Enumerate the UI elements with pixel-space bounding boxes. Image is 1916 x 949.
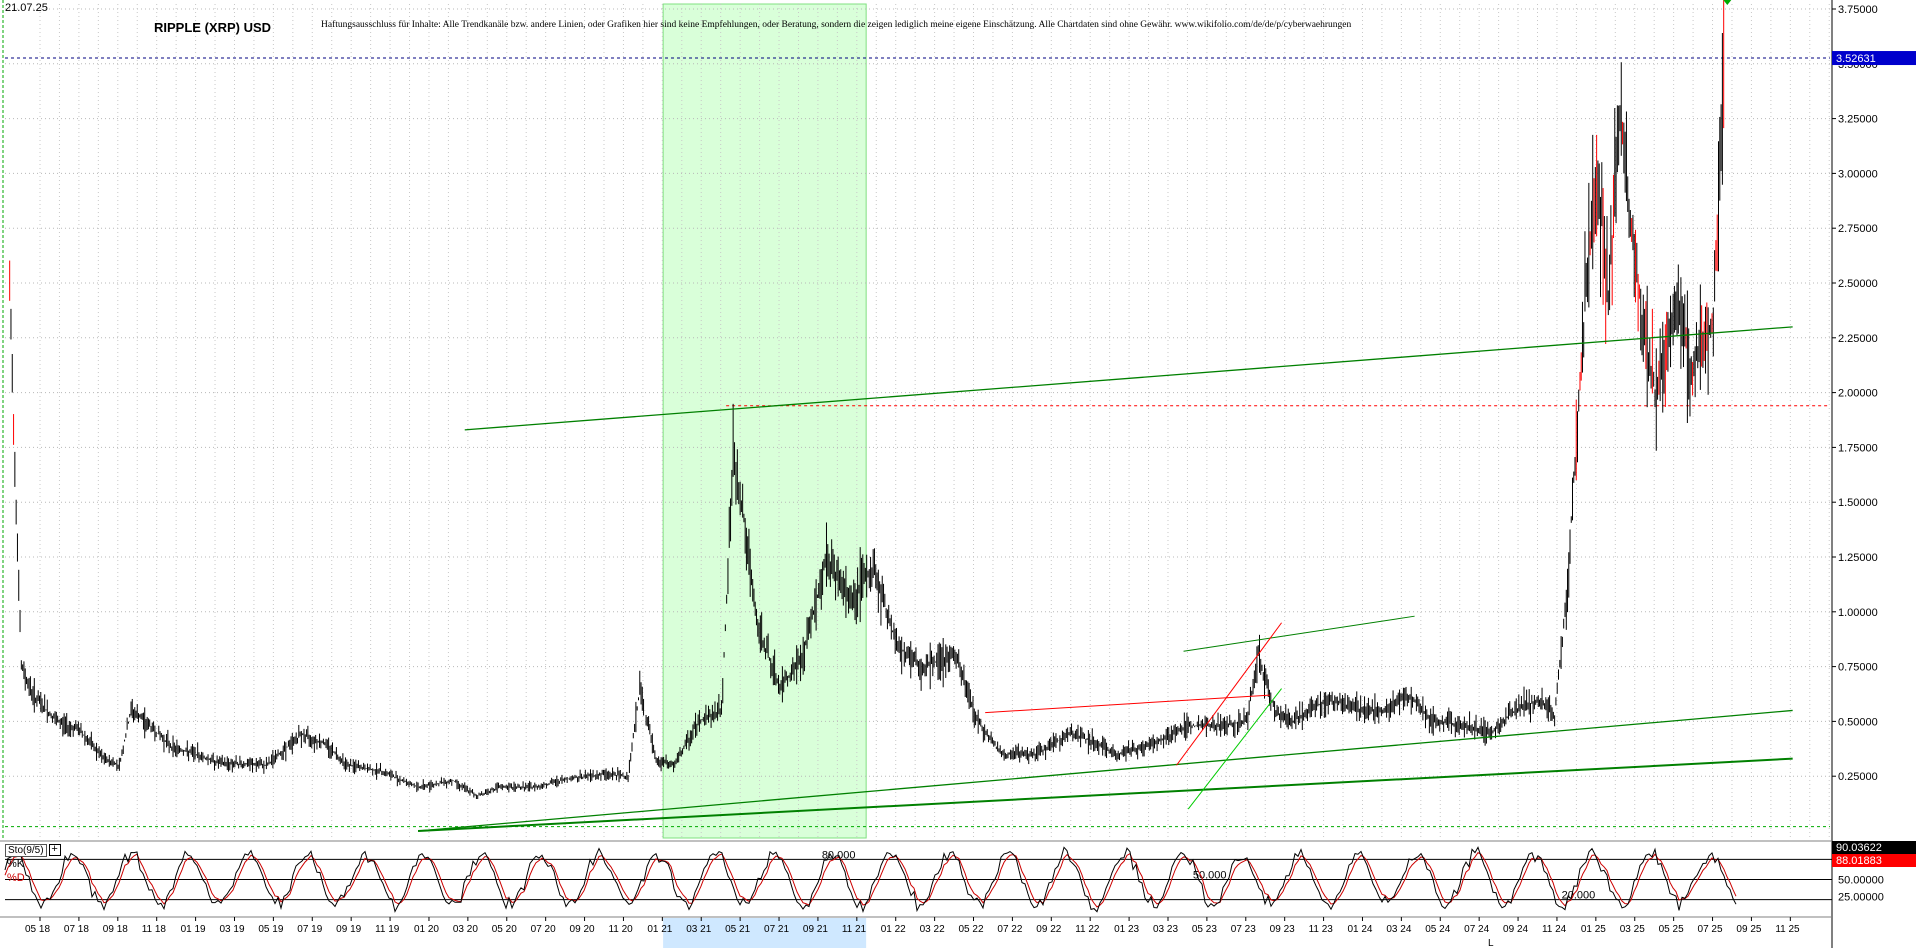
y-tick-label: 3.00000 bbox=[1838, 168, 1878, 180]
current-price-label: 3.52631 bbox=[1836, 53, 1876, 65]
x-tick-label: 03 24 bbox=[1386, 924, 1411, 935]
x-tick-label: 01 22 bbox=[881, 924, 906, 935]
x-tick-label: 11 19 bbox=[375, 924, 400, 935]
y-tick-label: 0.50000 bbox=[1838, 716, 1878, 728]
highlight-range bbox=[662, 3, 867, 839]
x-tick-label: 11 25 bbox=[1775, 924, 1800, 935]
x-tick-label: 05 20 bbox=[492, 924, 517, 935]
x-tick-label: 07 19 bbox=[297, 924, 322, 935]
x-tick-label: 09 23 bbox=[1270, 924, 1295, 935]
x-tick-label: 09 20 bbox=[570, 924, 595, 935]
x-tick-label: 05 24 bbox=[1425, 924, 1450, 935]
x-tick-label: 09 19 bbox=[336, 924, 361, 935]
trend-line bbox=[418, 757, 1793, 832]
trend-line bbox=[1183, 615, 1415, 652]
y-tick-label: 0.25000 bbox=[1838, 771, 1878, 783]
indicator-header: Sto(9/5) + bbox=[5, 843, 61, 857]
stoch-k-value: 88.01883 bbox=[1836, 855, 1882, 867]
y-tick-label: 3.25000 bbox=[1838, 114, 1878, 126]
stoch-level-label: 20.000 bbox=[1562, 890, 1596, 902]
x-tick-label: 05 21 bbox=[725, 924, 750, 935]
x-tick-label: 07 22 bbox=[997, 924, 1022, 935]
d-label: %D bbox=[7, 872, 25, 884]
x-tick-label: 03 19 bbox=[219, 924, 244, 935]
trend-line bbox=[1187, 688, 1282, 810]
y-tick-label: 0.75000 bbox=[1838, 662, 1878, 674]
trend-line bbox=[418, 709, 1793, 832]
stoch-d-value: 90.03622 bbox=[1836, 842, 1882, 854]
x-tick-label: 01 19 bbox=[181, 924, 206, 935]
peak-marker bbox=[1723, 0, 1732, 5]
x-tick-label: 01 25 bbox=[1581, 924, 1606, 935]
x-tick-label: 05 22 bbox=[959, 924, 984, 935]
stoch-d-line bbox=[4, 851, 1737, 908]
x-tick-label: 11 24 bbox=[1542, 924, 1567, 935]
x-tick-label: 03 23 bbox=[1153, 924, 1178, 935]
trend-line bbox=[985, 694, 1270, 714]
x-tick-label: 03 22 bbox=[920, 924, 945, 935]
price-candles bbox=[9, 0, 1725, 799]
expand-icon[interactable]: + bbox=[48, 844, 61, 856]
x-tick-label: 09 25 bbox=[1736, 924, 1761, 935]
x-tick-label: 09 21 bbox=[803, 924, 828, 935]
x-tick-label: 05 23 bbox=[1192, 924, 1217, 935]
x-tick-label: 11 20 bbox=[608, 924, 633, 935]
chart-title: RIPPLE (XRP) USD bbox=[154, 20, 272, 35]
x-tick-label: 07 24 bbox=[1464, 924, 1489, 935]
x-tick-label: 01 20 bbox=[414, 924, 439, 935]
stoch-level-label: 50.000 bbox=[1193, 870, 1227, 882]
y-tick-label: 1.75000 bbox=[1838, 442, 1878, 454]
axis-letter: L bbox=[1488, 938, 1494, 949]
x-tick-label: 09 24 bbox=[1503, 924, 1528, 935]
stoch-scale-label: 50.00000 bbox=[1838, 875, 1884, 887]
trend-line bbox=[1176, 622, 1282, 766]
k-label: %K bbox=[7, 858, 25, 870]
y-tick-label: 2.75000 bbox=[1838, 223, 1878, 235]
trend-line bbox=[464, 326, 1793, 431]
disclaimer-text: Haftungsausschluss für Inhalte: Alle Tre… bbox=[321, 20, 1352, 30]
stoch-scale-label: 25.00000 bbox=[1838, 891, 1884, 903]
x-tick-label: 01 23 bbox=[1114, 924, 1139, 935]
stoch-d-box bbox=[1832, 841, 1916, 854]
x-tick-label: 11 23 bbox=[1309, 924, 1334, 935]
y-tick-label: 1.00000 bbox=[1838, 607, 1878, 619]
y-tick-label: 1.25000 bbox=[1838, 552, 1878, 564]
y-tick-label: 2.50000 bbox=[1838, 278, 1878, 290]
x-tick-label: 07 23 bbox=[1231, 924, 1256, 935]
stoch-k-line bbox=[4, 846, 1737, 914]
x-tick-label: 03 25 bbox=[1620, 924, 1645, 935]
y-tick-label: 2.00000 bbox=[1838, 388, 1878, 400]
x-tick-label: 01 24 bbox=[1347, 924, 1372, 935]
right-axis-bg bbox=[1832, 0, 1916, 948]
x-axis-highlight bbox=[663, 918, 867, 948]
x-tick-label: 03 21 bbox=[686, 924, 711, 935]
chart-date: 21.07.25 bbox=[5, 2, 48, 14]
current-price-box bbox=[1832, 51, 1916, 66]
x-tick-label: 07 20 bbox=[531, 924, 556, 935]
x-tick-label: 11 21 bbox=[842, 924, 867, 935]
y-tick-label: 2.25000 bbox=[1838, 333, 1878, 345]
y-tick-label: 1.50000 bbox=[1838, 497, 1878, 509]
x-tick-label: 07 21 bbox=[764, 924, 789, 935]
x-tick-label: 05 18 bbox=[25, 924, 50, 935]
x-tick-label: 03 20 bbox=[453, 924, 478, 935]
indicator-name[interactable]: Sto(9/5) bbox=[5, 843, 47, 857]
x-tick-label: 01 21 bbox=[647, 924, 672, 935]
x-tick-label: 05 25 bbox=[1659, 924, 1684, 935]
x-tick-label: 07 18 bbox=[64, 924, 89, 935]
y-tick-label: 3.75000 bbox=[1838, 4, 1878, 16]
stoch-k-box bbox=[1832, 854, 1916, 867]
x-tick-label: 09 22 bbox=[1036, 924, 1061, 935]
x-tick-label: 07 25 bbox=[1698, 924, 1723, 935]
x-tick-label: 05 19 bbox=[258, 924, 283, 935]
x-tick-label: 09 18 bbox=[103, 924, 128, 935]
x-tick-label: 11 18 bbox=[142, 924, 167, 935]
x-tick-label: 11 22 bbox=[1075, 924, 1100, 935]
